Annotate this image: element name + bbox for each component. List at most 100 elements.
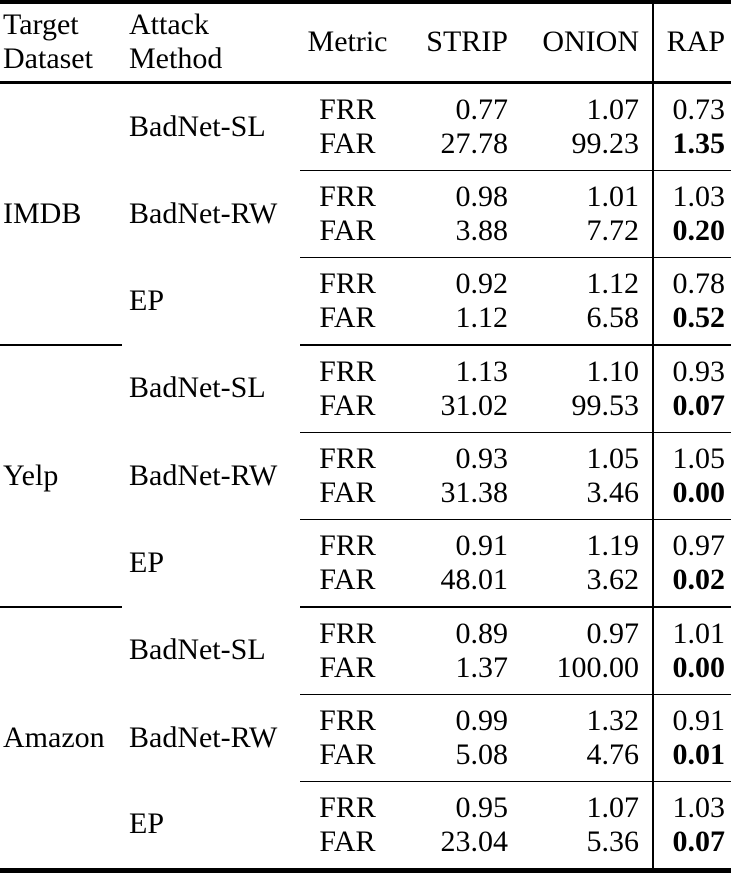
- onion-value: 1.07: [586, 790, 640, 824]
- table-row: BadNet-RW FRR 0.99 1.32 0.91: [0, 694, 731, 754]
- table-row: FAR 31.38 3.46 0.00: [0, 475, 731, 520]
- onion-value: 1.07: [586, 92, 640, 126]
- metric-cell: FAR: [300, 126, 395, 171]
- rap-value-best: 0.02: [652, 562, 731, 608]
- metric-cell: FRR: [319, 179, 376, 213]
- metric-cell: FRR: [319, 616, 376, 650]
- onion-value: 99.23: [510, 126, 653, 171]
- rap-value: 1.03: [652, 170, 731, 214]
- rap-value-best: 0.00: [652, 650, 731, 695]
- attack-method-cell: BadNet-RW: [129, 720, 278, 754]
- header-row: Target Dataset Attack Method Metric STRI…: [0, 2, 731, 84]
- header-onion: ONION: [510, 2, 653, 84]
- header-attack-line2: Method: [129, 42, 223, 76]
- onion-value: 5.36: [586, 824, 640, 858]
- rap-value: 1.05: [652, 432, 731, 476]
- strip-value: 1.12: [395, 300, 510, 346]
- strip-value: 0.99: [455, 703, 509, 737]
- strip-value: 0.77: [455, 92, 509, 126]
- onion-value: 3.46: [510, 475, 653, 520]
- metric-cell: FRR: [319, 790, 376, 824]
- table-row: EP FRR 0.92 1.12 0.78: [0, 257, 731, 317]
- rap-value: 1.03: [652, 781, 731, 825]
- table-row: FAR 23.04 5.36 0.07: [0, 824, 731, 870]
- onion-value: 7.72: [510, 213, 653, 258]
- table-row: Yelp BadNet-SL FRR 1.13 1.10 0.93: [0, 344, 731, 608]
- metric-cell: FRR: [319, 528, 376, 562]
- strip-value: 0.95: [455, 790, 509, 824]
- strip-value: 5.08: [395, 737, 510, 782]
- table-row: BadNet-RW FRR 0.93 1.05 1.05: [0, 432, 731, 492]
- rap-value: 0.78: [652, 257, 731, 301]
- table-row: EP FRR 0.95 1.07 1.03: [0, 781, 731, 840]
- metric-cell: FRR: [319, 703, 376, 737]
- table-row: FAR 27.78 99.23 1.35: [0, 126, 731, 171]
- metric-cell: FAR: [300, 562, 395, 608]
- rap-value-best: 1.35: [652, 126, 731, 171]
- table-row: FAR 48.01 3.62 0.02: [0, 562, 731, 608]
- onion-value: 1.32: [586, 703, 640, 737]
- strip-value: 23.04: [440, 824, 509, 858]
- metric-cell: FAR: [319, 824, 376, 858]
- metric-cell: FRR: [319, 354, 376, 388]
- onion-value: 1.05: [586, 441, 640, 475]
- onion-value: 1.10: [586, 354, 640, 388]
- metric-cell: FRR: [319, 266, 376, 300]
- attack-method-cell: BadNet-SL: [129, 633, 266, 667]
- strip-value: 1.13: [455, 354, 509, 388]
- onion-value: 1.12: [586, 266, 640, 300]
- header-attack-method: Attack Method: [122, 2, 300, 84]
- rap-value: 0.91: [652, 694, 731, 738]
- table-row: FAR 1.12 6.58 0.52: [0, 300, 731, 346]
- onion-value: 6.58: [510, 300, 653, 346]
- metric-cell: FAR: [300, 737, 395, 782]
- rap-value-best: 0.52: [652, 300, 731, 346]
- onion-value: 99.53: [510, 388, 653, 433]
- strip-value: 0.92: [455, 266, 509, 300]
- onion-value: 0.97: [586, 616, 640, 650]
- rap-value: 0.73: [652, 82, 731, 127]
- table-row: Amazon BadNet-SL FRR 0.89 0.97 1.01: [0, 606, 731, 871]
- metric-cell: FAR: [300, 300, 395, 346]
- strip-value: 48.01: [395, 562, 510, 608]
- metric-cell: FRR: [319, 441, 376, 475]
- attack-method-cell: EP: [129, 545, 165, 579]
- dataset-cell: Amazon: [0, 606, 122, 871]
- onion-value: 1.19: [586, 528, 640, 562]
- attack-method-cell: BadNet-SL: [129, 371, 266, 405]
- rap-value-best: 0.07: [652, 388, 731, 433]
- table-row: FAR 5.08 4.76 0.01: [0, 737, 731, 782]
- onion-value: 4.76: [510, 737, 653, 782]
- metric-cell: FAR: [300, 213, 395, 258]
- header-metric: Metric: [300, 2, 395, 84]
- rap-value: 1.01: [652, 606, 731, 651]
- attack-method-cell: BadNet-RW: [129, 196, 278, 230]
- rap-value: 0.93: [652, 344, 731, 389]
- strip-value: 27.78: [395, 126, 510, 171]
- table-row: BadNet-RW FRR 0.98 1.01 1.03: [0, 170, 731, 230]
- rap-value-best: 0.20: [652, 213, 731, 258]
- header-rap: RAP: [652, 2, 731, 84]
- table-row: IMDB BadNet-SL FRR 0.77 1.07 0.73: [0, 82, 731, 346]
- header-strip: STRIP: [395, 2, 510, 84]
- strip-value: 0.91: [455, 528, 509, 562]
- table-row: FAR 31.02 99.53 0.07: [0, 388, 731, 433]
- rap-value-best: 0.01: [652, 737, 731, 782]
- strip-value: 1.37: [395, 650, 510, 695]
- dataset-cell: IMDB: [0, 82, 122, 346]
- attack-method-cell: BadNet-RW: [129, 458, 278, 492]
- onion-value: 100.00: [510, 650, 653, 695]
- metric-cell: FRR: [319, 92, 376, 126]
- rap-value-best: 0.07: [652, 824, 731, 870]
- metric-cell: FAR: [300, 475, 395, 520]
- strip-value: 31.02: [395, 388, 510, 433]
- header-target-line1: Target: [3, 8, 79, 42]
- strip-value: 0.89: [455, 616, 509, 650]
- attack-method-cell: EP: [129, 807, 165, 841]
- metric-cell: FAR: [300, 650, 395, 695]
- header-attack-line1: Attack: [129, 8, 209, 42]
- strip-value: 31.38: [395, 475, 510, 520]
- table-row: EP FRR 0.91 1.19 0.97: [0, 519, 731, 579]
- attack-method-cell: BadNet-SL: [129, 109, 266, 143]
- onion-value: 3.62: [510, 562, 653, 608]
